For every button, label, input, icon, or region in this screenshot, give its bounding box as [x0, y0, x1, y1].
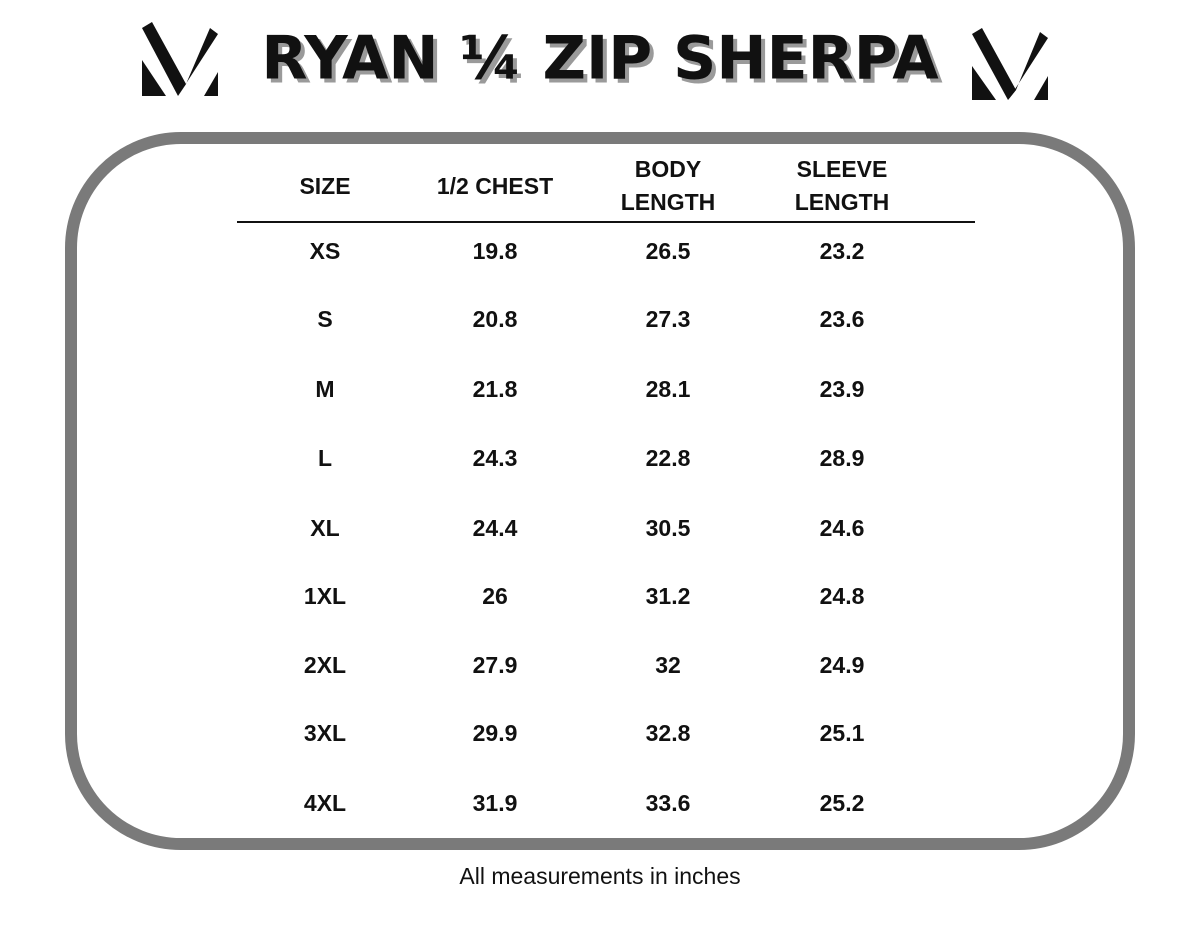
measurement: 23.9: [820, 376, 865, 402]
measurement: 31.9: [473, 790, 518, 816]
table: SIZE 1/2 CHEST BODY LENGTH SLEEVE LENGTH XS 19.…: [299, 156, 889, 816]
measurement: 32.8: [646, 720, 691, 746]
measurement: 24.3: [473, 445, 518, 471]
size-label: M: [315, 376, 334, 402]
size-label: 2XL: [304, 652, 346, 678]
measurement: 26: [482, 583, 508, 609]
measurement: 23.6: [820, 306, 865, 332]
measurement: 23.2: [820, 238, 865, 264]
measurement: 25.1: [820, 720, 865, 746]
measurement: 24.9: [820, 652, 865, 678]
measurement: 27.3: [646, 306, 691, 332]
logo-left: [142, 22, 218, 96]
measurement: 19.8: [473, 238, 518, 264]
size-label: L: [318, 445, 332, 471]
measurement: 29.9: [473, 720, 518, 746]
size-label: S: [317, 306, 332, 332]
measurement: 24.4: [473, 515, 518, 541]
footnote: All measurements in inches: [459, 863, 740, 889]
logo-right: [972, 28, 1048, 100]
measurement: 21.8: [473, 376, 518, 402]
size-label: 1XL: [304, 583, 346, 609]
size-label: XL: [310, 515, 339, 541]
measurement: 31.2: [646, 583, 691, 609]
measurement: 30.5: [646, 515, 691, 541]
size-label: 3XL: [304, 720, 346, 746]
measurement: 33.6: [646, 790, 691, 816]
size-label: XS: [310, 238, 341, 264]
column-header: 1/2 CHEST: [437, 173, 553, 199]
table-frame: [65, 132, 1135, 850]
title-shadow: RYAN ¼ ZIP SHERPA: [265, 28, 943, 98]
measurement: 20.8: [473, 306, 518, 332]
column-header: SIZE: [299, 173, 350, 199]
measurement: 22.8: [646, 445, 691, 471]
measurement: 26.5: [646, 238, 691, 264]
size-label: 4XL: [304, 790, 346, 816]
measurement: 28.9: [820, 445, 865, 471]
column-header: LENGTH: [621, 189, 716, 215]
measurement: 24.8: [820, 583, 865, 609]
measurement: 27.9: [473, 652, 518, 678]
measurement: 24.6: [820, 515, 865, 541]
measurement: 28.1: [646, 376, 691, 402]
measurement: 32: [655, 652, 681, 678]
column-header: SLEEVE: [797, 156, 888, 182]
title: RYAN ¼ ZIP SHERPA: [261, 24, 939, 94]
measurement: 25.2: [820, 790, 865, 816]
column-header: BODY: [635, 156, 701, 182]
column-header: LENGTH: [795, 189, 890, 215]
